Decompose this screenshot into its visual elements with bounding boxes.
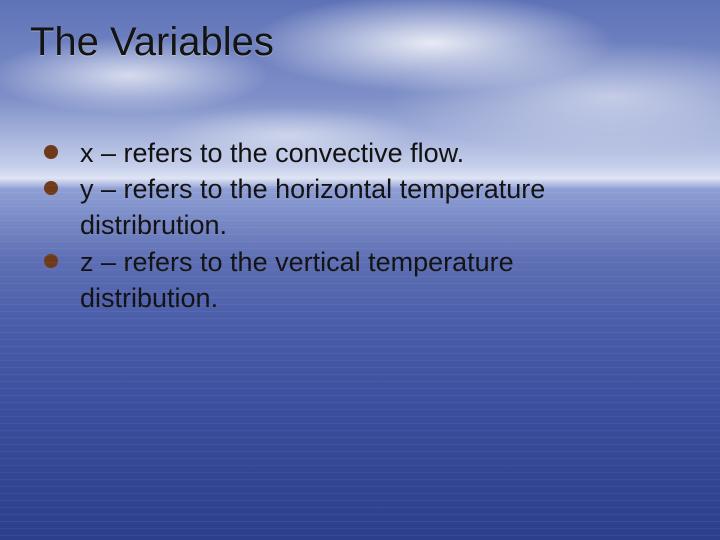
bullet-item: y – refers to the horizontal temperature xyxy=(44,171,680,207)
bullet-text: z – refers to the vertical temperature xyxy=(80,247,514,277)
bullet-item: x – refers to the convective flow. xyxy=(44,135,680,171)
bullet-text: x – refers to the convective flow. xyxy=(80,138,464,168)
bullet-icon xyxy=(44,181,58,195)
slide: The Variables x – refers to the convecti… xyxy=(0,0,720,540)
bullet-text-continued: distribrution. xyxy=(44,207,680,243)
bullet-text: y – refers to the horizontal temperature xyxy=(80,174,545,204)
bullet-item: z – refers to the vertical temperature xyxy=(44,244,680,280)
bullet-text-continued: distribution. xyxy=(44,280,680,316)
bullet-icon xyxy=(44,145,58,159)
slide-title: The Variables xyxy=(30,20,274,65)
bullet-icon xyxy=(44,254,58,268)
slide-body: x – refers to the convective flow. y – r… xyxy=(44,135,680,316)
